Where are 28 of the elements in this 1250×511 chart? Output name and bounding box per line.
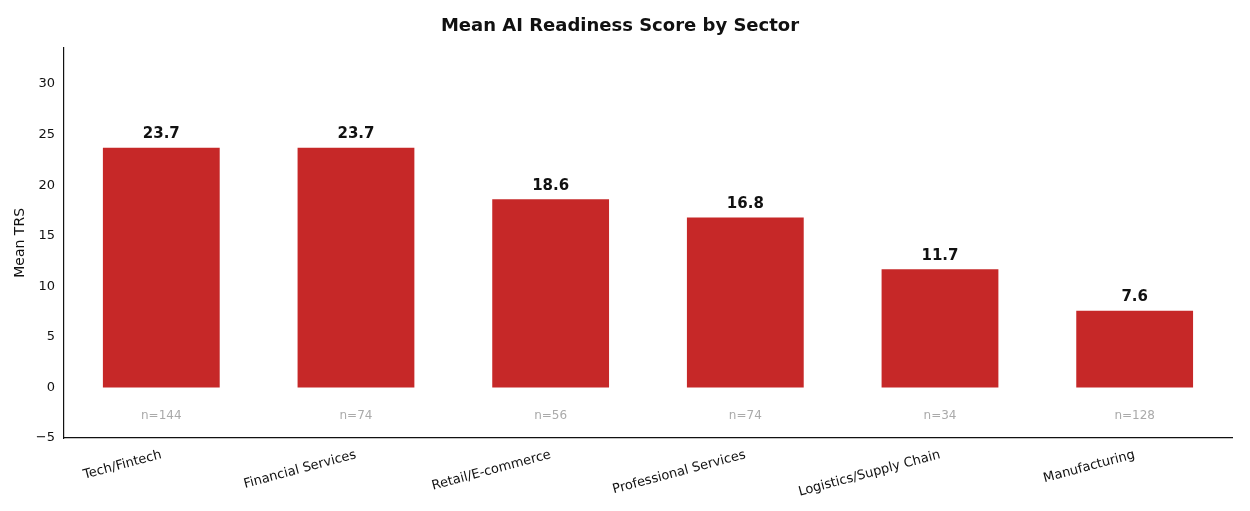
data-label: 18.6 xyxy=(532,175,570,194)
bar xyxy=(492,199,610,388)
y-tick-label: 10 xyxy=(38,277,55,293)
annotation: n=34 xyxy=(923,407,957,422)
y-tick-label: 20 xyxy=(38,176,55,192)
annotation: n=74 xyxy=(339,407,373,422)
annotation: n=74 xyxy=(728,407,762,422)
annotation: n=56 xyxy=(534,407,568,422)
y-tick-label: 25 xyxy=(38,125,55,141)
y-tick-label: 15 xyxy=(38,227,55,243)
chart-title: Mean AI Readiness Score by Sector xyxy=(440,14,800,36)
annotation: n=128 xyxy=(1114,407,1155,422)
annotation: n=144 xyxy=(141,407,182,422)
y-axis-title: Mean TRS xyxy=(11,207,28,278)
bar xyxy=(102,147,220,388)
bar xyxy=(881,269,999,388)
y-tick-label: 0 xyxy=(46,378,55,394)
bar xyxy=(686,217,804,388)
data-label: 7.6 xyxy=(1121,287,1148,306)
y-tick-label: 5 xyxy=(46,328,55,344)
data-label: 23.7 xyxy=(337,124,375,143)
bar xyxy=(297,147,415,388)
data-label: 23.7 xyxy=(142,124,180,143)
data-label: 16.8 xyxy=(726,193,764,212)
data-label: 11.7 xyxy=(921,245,959,264)
bar xyxy=(1076,310,1194,388)
y-tick-label: 30 xyxy=(38,75,55,91)
y-tick-label: −5 xyxy=(35,429,55,445)
